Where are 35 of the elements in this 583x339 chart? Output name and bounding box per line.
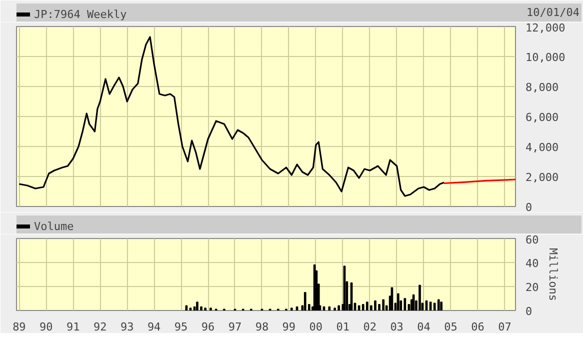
x-tick-label: 95	[174, 320, 188, 334]
x-tick-label: 91	[66, 320, 80, 334]
legend-label: JP:7964 Weekly	[34, 7, 127, 21]
x-tick-label: 07	[498, 320, 512, 334]
legend-label: Volume	[34, 219, 74, 233]
x-tick-label: 03	[390, 320, 404, 334]
x-tick-label: 98	[255, 320, 269, 334]
y-tick-label: 20	[526, 281, 539, 294]
y-tick-label: 10,000	[526, 51, 566, 64]
x-tick-label: 05	[444, 320, 458, 334]
y-tick-label: 6,000	[526, 111, 559, 124]
y-tick-label: 40	[526, 257, 539, 270]
y-tick-label: 4,000	[526, 141, 559, 154]
text: 10/01/04	[526, 6, 580, 19]
x-tick-label: 02	[363, 320, 376, 334]
x-tick-label: 97	[228, 320, 242, 334]
x-tick-label: 90	[40, 320, 53, 334]
x-tick-label: 99	[282, 320, 296, 334]
x-tick-label: 92	[93, 320, 107, 334]
x-tick-label: 00	[309, 320, 323, 334]
y-tick-label: 2,000	[526, 171, 559, 184]
x-tick-label: 94	[147, 320, 162, 334]
x-tick-label: 93	[120, 320, 134, 334]
x-tick-label: 04	[417, 320, 431, 334]
y-tick-label: 8,000	[526, 81, 559, 94]
y-tick-label: 0	[526, 201, 532, 214]
x-tick-label: 89	[12, 320, 26, 334]
x-tick-label: 06	[471, 320, 484, 334]
line-series	[18, 36, 445, 197]
x-tick-label: 01	[336, 320, 350, 334]
y-tick-label: 0	[526, 305, 532, 318]
y-tick-label: 12,000	[526, 22, 566, 34]
y-tick-label: 60	[526, 234, 539, 246]
x-tick-label: 96	[201, 320, 215, 334]
y-axis-title: Millions	[546, 248, 560, 301]
